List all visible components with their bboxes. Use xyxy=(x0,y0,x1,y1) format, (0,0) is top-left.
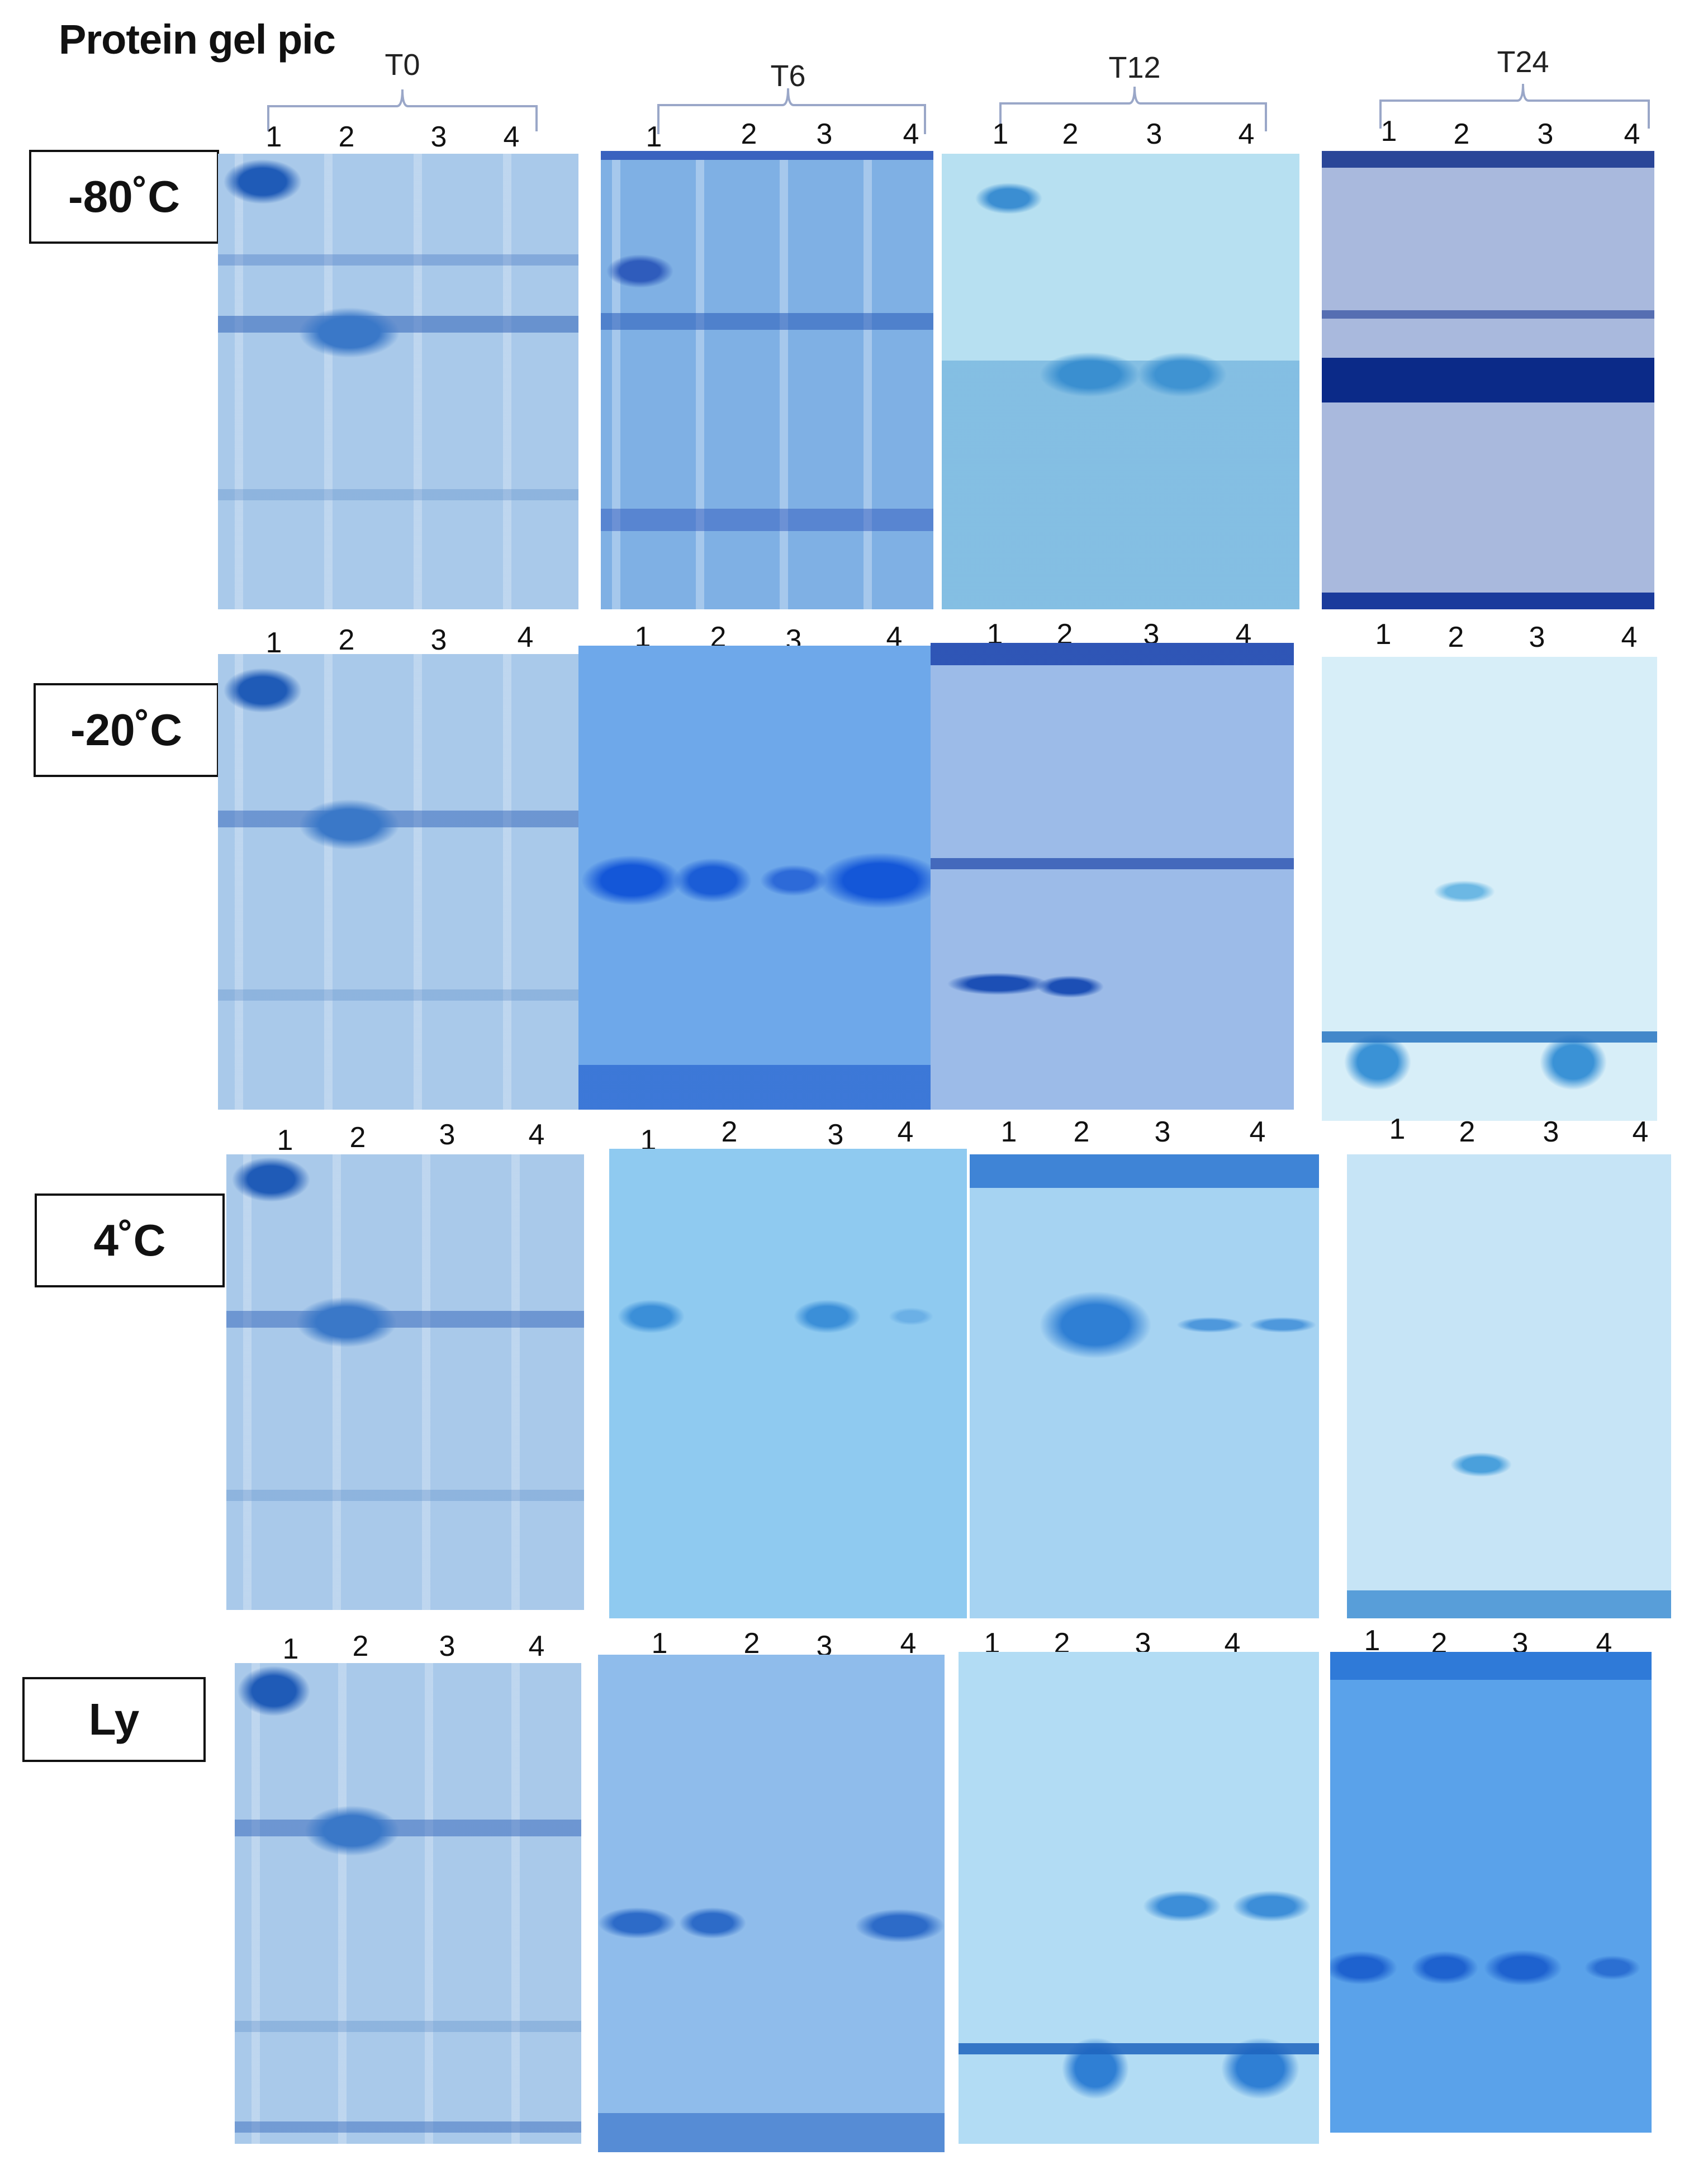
lane-number: 2 xyxy=(721,1116,738,1148)
lane-number: 1 xyxy=(1389,1113,1406,1145)
lane-number: 2 xyxy=(338,624,355,656)
lane-number: 3 xyxy=(1543,1116,1559,1148)
lane-number: 1 xyxy=(1000,1116,1017,1148)
lane-number: 4 xyxy=(1621,621,1638,653)
gel-image-ly-t6 xyxy=(598,1655,945,2152)
timepoint-label-t12: T12 xyxy=(1108,51,1161,84)
lane-number: 2 xyxy=(338,121,355,153)
lane-number: 2 xyxy=(1459,1116,1475,1148)
lane-number: 4 xyxy=(897,1116,914,1148)
lane-number: 3 xyxy=(1529,621,1545,653)
condition-label-minus20: -20˚C xyxy=(34,683,219,777)
lane-number: 3 xyxy=(1537,118,1554,150)
lane-number: 3 xyxy=(439,1630,456,1663)
gel-image-4c-t24 xyxy=(1347,1154,1671,1618)
gel-image-minus80-t12 xyxy=(942,154,1299,609)
gel-image-4c-t6 xyxy=(609,1149,967,1618)
lane-number: 2 xyxy=(1453,118,1470,150)
lane-number: 4 xyxy=(503,121,520,153)
lane-number: 1 xyxy=(277,1124,293,1157)
lane-number: 2 xyxy=(1062,118,1079,150)
lane-number: 1 xyxy=(646,121,662,153)
gel-image-minus80-t0 xyxy=(218,154,578,609)
lane-number: 1 xyxy=(1375,618,1392,651)
gel-image-minus20-t0 xyxy=(218,654,578,1110)
timepoint-label-t24: T24 xyxy=(1497,45,1549,79)
lane-number: 1 xyxy=(1364,1624,1380,1657)
lane-number: 3 xyxy=(1146,118,1163,150)
gel-image-minus80-t24 xyxy=(1322,151,1654,609)
lane-number: 4 xyxy=(1632,1116,1649,1148)
timepoint-label-t6: T6 xyxy=(770,59,806,93)
lane-number: 2 xyxy=(1448,621,1464,653)
lane-number: 3 xyxy=(1154,1116,1171,1148)
lane-number: 1 xyxy=(1380,115,1397,148)
lane-number: 4 xyxy=(900,1627,917,1660)
lane-number: 2 xyxy=(741,118,757,150)
lane-number: 1 xyxy=(265,627,282,659)
lane-number: 3 xyxy=(430,121,447,153)
figure-title: Protein gel pic xyxy=(59,16,336,63)
gel-image-minus20-t6 xyxy=(578,646,931,1110)
condition-label-4c: 4˚C xyxy=(35,1193,225,1287)
lane-number: 1 xyxy=(651,1627,668,1660)
gel-image-ly-t24 xyxy=(1330,1652,1652,2133)
gel-image-4c-t0 xyxy=(226,1154,584,1610)
lane-number: 3 xyxy=(816,118,833,150)
lane-number: 3 xyxy=(439,1119,456,1151)
lane-number: 3 xyxy=(827,1119,844,1151)
lane-number: 1 xyxy=(265,121,282,153)
gel-image-ly-t0 xyxy=(235,1663,581,2144)
lane-number: 2 xyxy=(349,1121,366,1154)
lane-number: 3 xyxy=(430,624,447,656)
lane-number: 4 xyxy=(1249,1116,1266,1148)
lane-number: 4 xyxy=(528,1119,545,1151)
condition-label-minus80: -80˚C xyxy=(29,150,219,244)
gel-image-minus20-t24 xyxy=(1322,657,1657,1121)
lane-number: 1 xyxy=(282,1633,299,1665)
gel-image-ly-t12 xyxy=(959,1652,1319,2144)
lane-number: 4 xyxy=(1238,118,1255,150)
lane-number: 1 xyxy=(992,118,1009,150)
lane-number: 4 xyxy=(1624,118,1640,150)
gel-image-4c-t12 xyxy=(970,1154,1319,1618)
gel-image-minus20-t12 xyxy=(931,643,1294,1110)
gel-image-minus80-t6 xyxy=(601,151,933,609)
lane-number: 2 xyxy=(352,1630,369,1663)
condition-label-ly: Ly xyxy=(22,1677,206,1762)
lane-number: 4 xyxy=(903,118,919,150)
lane-number: 2 xyxy=(743,1627,760,1660)
lane-number: 2 xyxy=(1073,1116,1090,1148)
lane-number: 4 xyxy=(517,621,534,653)
lane-number: 4 xyxy=(528,1630,545,1663)
timepoint-label-t0: T0 xyxy=(385,48,420,82)
